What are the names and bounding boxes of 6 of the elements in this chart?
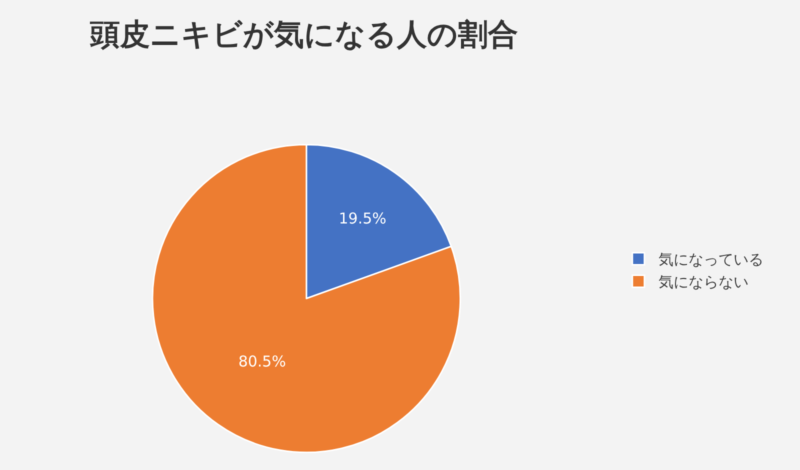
legend-label: 気になっている: [658, 250, 764, 269]
legend-label: 気にならない: [658, 273, 748, 292]
chart-title: 頭皮ニキビが気になる人の割合: [89, 18, 518, 52]
pie-slice: [152, 144, 461, 454]
data-label: 80.5%: [238, 352, 286, 370]
data-label: 19.5%: [338, 210, 386, 228]
